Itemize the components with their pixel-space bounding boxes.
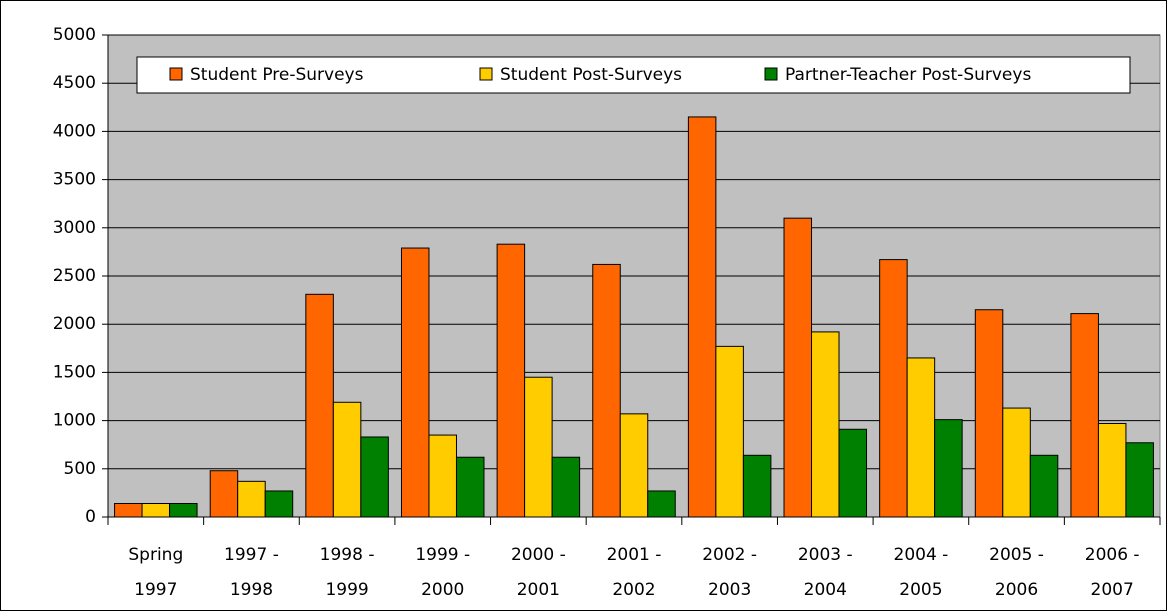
bar	[551, 456, 581, 518]
bar	[455, 456, 485, 518]
x-tick-label: 2005	[899, 580, 942, 600]
bar	[360, 436, 389, 518]
x-tick-label: 2000	[421, 580, 464, 600]
x-tick-label: 2006	[995, 580, 1038, 600]
bar	[934, 419, 963, 518]
x-tick-label: 2002 -	[702, 545, 757, 565]
y-tick-label: 0	[85, 507, 96, 527]
x-tick-label: 1999	[325, 580, 368, 600]
legend-label: Student Pre-Surveys	[190, 65, 364, 85]
x-tick-label: 2005 -	[989, 545, 1044, 565]
bar	[974, 309, 1004, 518]
bar	[305, 293, 334, 518]
x-tick-label: 1999 -	[415, 545, 470, 565]
bar	[592, 263, 621, 518]
x-tick-label: Spring	[128, 545, 183, 565]
bar	[114, 503, 143, 518]
legend	[136, 56, 1131, 94]
bar	[906, 357, 936, 518]
x-tick-label: 2002	[612, 580, 655, 600]
bar	[400, 247, 430, 518]
bar	[209, 470, 239, 518]
bar	[496, 243, 526, 518]
x-tick-label: 2007	[1091, 580, 1134, 600]
y-tick-label: 3500	[53, 170, 96, 190]
x-tick-label: 1998	[230, 580, 273, 600]
y-tick-label: 1500	[53, 362, 96, 382]
bar	[687, 116, 717, 518]
bar	[879, 259, 908, 518]
x-tick-label: 2004	[804, 580, 847, 600]
bar	[1097, 422, 1127, 518]
x-tick-label: 2003 -	[798, 545, 853, 565]
y-tick-label: 4000	[53, 121, 96, 141]
x-tick-label: 2000 -	[511, 545, 566, 565]
bar	[647, 490, 676, 518]
x-tick-label: 1997 -	[224, 545, 279, 565]
x-tick-label: 2006 -	[1085, 545, 1140, 565]
x-tick-label: 2001	[517, 580, 560, 600]
bar	[524, 376, 553, 518]
bar	[783, 217, 813, 518]
y-tick-label: 4500	[53, 73, 96, 93]
bar	[141, 503, 171, 518]
y-tick-label: 500	[64, 459, 96, 479]
x-tick-label: 2003	[708, 580, 751, 600]
x-tick-label: 2001 -	[607, 545, 662, 565]
bar	[811, 331, 840, 518]
legend-swatch	[764, 67, 778, 81]
bar	[1070, 313, 1099, 518]
bar	[619, 413, 649, 518]
bar	[332, 401, 362, 518]
x-tick-label: 1998 -	[320, 545, 375, 565]
bar	[715, 345, 744, 518]
y-tick-label: 2500	[53, 266, 96, 286]
y-tick-label: 3000	[53, 218, 96, 238]
bar	[1002, 407, 1031, 518]
legend-label: Student Post-Surveys	[500, 65, 682, 85]
legend-label: Partner-Teacher Post-Surveys	[785, 65, 1031, 85]
y-tick-label: 1000	[53, 411, 96, 431]
y-tick-label: 5000	[53, 25, 96, 45]
bar	[742, 454, 772, 518]
bar	[428, 434, 457, 518]
x-tick-label: 2004 -	[894, 545, 949, 565]
x-tick-label: 1997	[134, 580, 177, 600]
bar	[1029, 454, 1059, 518]
bar	[1125, 442, 1154, 518]
bar	[264, 490, 294, 518]
legend-swatch	[169, 67, 183, 81]
bar	[169, 503, 198, 518]
bar	[838, 428, 868, 518]
legend-swatch	[479, 67, 493, 81]
y-tick-label: 2000	[53, 314, 96, 334]
bar	[237, 480, 266, 518]
